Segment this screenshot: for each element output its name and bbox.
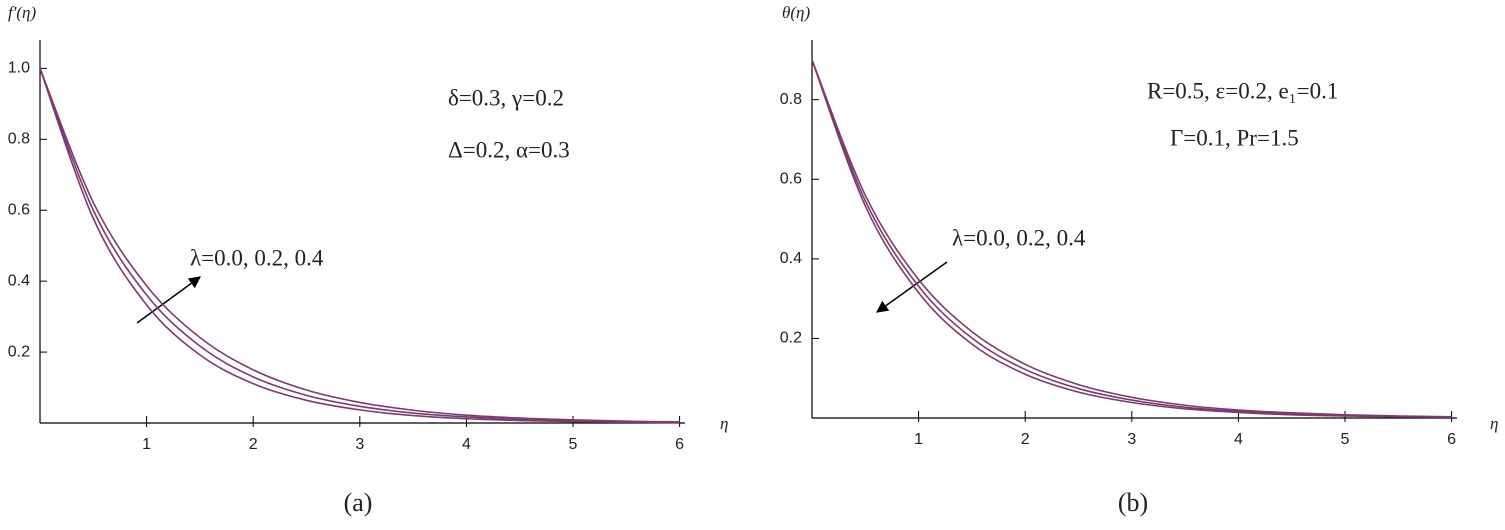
x-tick-label: 4 [462, 436, 471, 453]
x-axis-label: η [720, 414, 728, 433]
y-tick-label: 0.2 [780, 330, 802, 347]
line-series [39, 68, 680, 423]
y-axis-label: f'(η) [8, 3, 36, 22]
arrow [876, 261, 948, 313]
annotation: λ=0.0, 0.2, 0.4 [952, 225, 1086, 250]
line-series [39, 68, 680, 424]
annotation: δ=0.3, γ=0.2 [448, 85, 564, 110]
x-tick-label: 4 [1234, 431, 1243, 448]
y-axis-label: θ(η) [782, 3, 810, 22]
x-tick-label: 5 [1341, 431, 1350, 448]
y-tick-label: 0.6 [8, 201, 30, 218]
x-axis-label: η [1490, 414, 1498, 433]
caption: (b) [1118, 488, 1148, 517]
line-series [811, 59, 1452, 419]
x-tick-label: 2 [249, 436, 258, 453]
y-tick-label: 0.8 [780, 91, 802, 108]
x-tick-label: 6 [675, 436, 684, 453]
y-tick-label: 0.4 [8, 272, 30, 289]
annotation: Δ=0.2, α=0.3 [448, 137, 570, 162]
x-tick-label: 3 [355, 436, 364, 453]
arrow [136, 276, 201, 324]
x-tick-label: 2 [1021, 431, 1030, 448]
annotation: Γ=0.1, Pr=1.5 [1170, 125, 1299, 150]
annotation: λ=0.0, 0.2, 0.4 [190, 245, 324, 270]
y-tick-label: 0.6 [780, 170, 802, 187]
y-tick-label: 0.4 [780, 250, 802, 267]
annotation: R=0.5, ε=0.2, e₁=0.1 [1147, 78, 1338, 103]
x-tick-label: 5 [569, 436, 578, 453]
line-series [811, 59, 1452, 419]
line-series [39, 68, 680, 424]
x-tick-label: 6 [1447, 431, 1456, 448]
y-tick-label: 0.8 [8, 131, 30, 148]
x-tick-label: 1 [914, 431, 923, 448]
y-tick-label: 0.2 [8, 343, 30, 360]
caption: (a) [344, 488, 373, 517]
x-tick-label: 1 [142, 436, 151, 453]
y-tick-label: 1.0 [8, 60, 30, 77]
line-series [811, 59, 1452, 418]
x-tick-label: 3 [1127, 431, 1136, 448]
